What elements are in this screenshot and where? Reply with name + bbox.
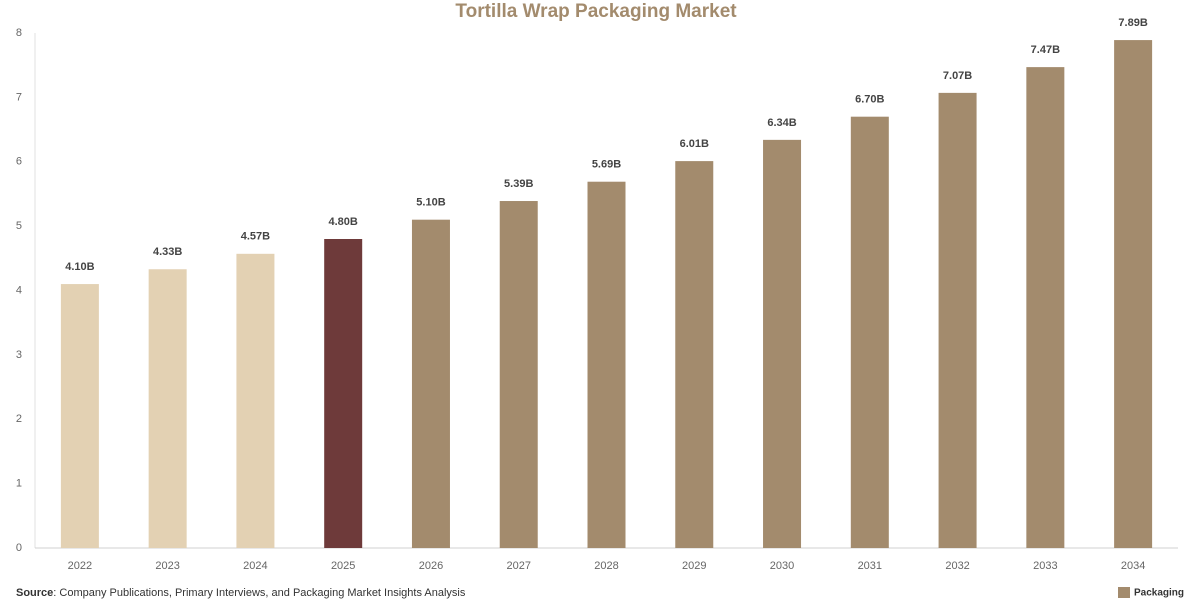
y-tick-label: 0: [16, 542, 22, 554]
bar: [1114, 40, 1153, 549]
bar: [587, 181, 626, 549]
y-tick-label: 8: [16, 27, 22, 39]
bar: [148, 269, 187, 548]
value-label: 7.07B: [943, 70, 972, 82]
value-label: 5.39B: [504, 178, 533, 190]
y-tick-label: 5: [16, 220, 22, 232]
value-label: 6.70B: [855, 94, 884, 106]
value-label: 6.01B: [680, 138, 709, 150]
value-label: 7.89B: [1118, 17, 1147, 29]
bar: [411, 219, 450, 548]
value-label: 5.69B: [592, 159, 621, 171]
bar: [675, 161, 714, 548]
bar: [499, 201, 538, 549]
value-label: 5.10B: [416, 197, 445, 209]
source-label: Source: [16, 587, 53, 599]
x-tick-label: 2023: [155, 560, 179, 572]
source-text: : Company Publications, Primary Intervie…: [53, 587, 466, 599]
x-tick-label: 2030: [770, 560, 794, 572]
x-tick-label: 2024: [243, 560, 267, 572]
y-tick-label: 2: [16, 413, 22, 425]
x-tick-label: 2025: [331, 560, 355, 572]
bar: [850, 116, 889, 548]
value-label: 4.80B: [329, 216, 358, 228]
value-label: 6.34B: [767, 117, 796, 129]
y-tick-label: 7: [16, 91, 22, 103]
source-note: Source: Company Publications, Primary In…: [16, 587, 466, 599]
y-tick-label: 4: [16, 284, 22, 296]
x-tick-label: 2031: [858, 560, 882, 572]
bar: [1026, 67, 1065, 549]
x-tick-label: 2032: [945, 560, 969, 572]
bar: [324, 239, 363, 548]
x-tick-label: 2034: [1121, 560, 1145, 572]
logo-text: Packaging: [1134, 588, 1184, 599]
value-label: 4.10B: [65, 261, 94, 273]
bar: [60, 284, 99, 548]
bar: [938, 92, 977, 549]
bar: [236, 253, 275, 548]
y-tick-label: 1: [16, 478, 22, 490]
x-tick-label: 2027: [506, 560, 530, 572]
x-tick-label: 2026: [419, 560, 443, 572]
y-tick-label: 6: [16, 156, 22, 168]
y-tick-label: 3: [16, 349, 22, 361]
value-label: 4.57B: [241, 231, 270, 243]
logo-icon: [1118, 587, 1130, 598]
value-label: 4.33B: [153, 246, 182, 258]
x-tick-label: 2028: [594, 560, 618, 572]
value-label: 7.47B: [1031, 44, 1060, 56]
bar: [763, 139, 802, 549]
x-tick-label: 2022: [68, 560, 92, 572]
chart-title: Tortilla Wrap Packaging Market: [455, 1, 737, 22]
x-tick-label: 2033: [1033, 560, 1057, 572]
x-tick-label: 2029: [682, 560, 706, 572]
